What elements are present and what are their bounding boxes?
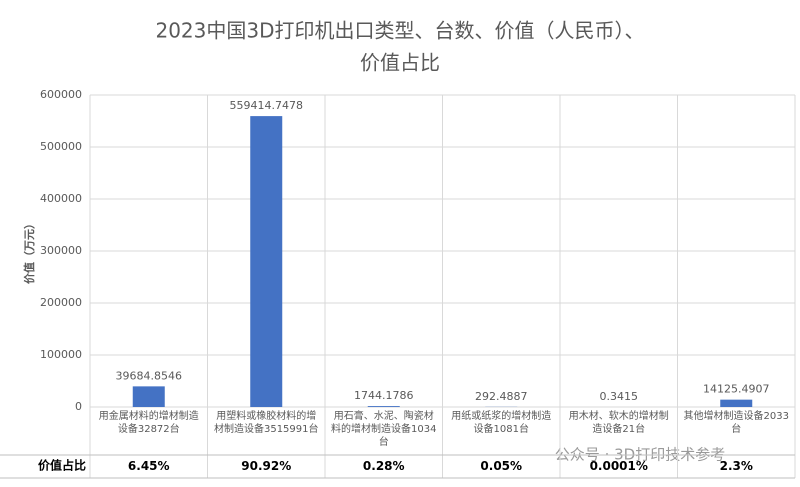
data-label: 1744.1786 xyxy=(354,389,414,402)
share-value: 2.3% xyxy=(719,459,753,473)
data-label: 559414.7478 xyxy=(230,99,303,112)
y-tick-label: 200000 xyxy=(40,296,82,309)
y-tick-label: 400000 xyxy=(40,192,82,205)
x-tick-label: 用塑料或橡胶材料的增材制造设备3515991台 xyxy=(213,411,319,435)
chart-title: 价值占比 xyxy=(360,51,440,75)
share-value: 0.05% xyxy=(480,459,523,473)
y-tick-label: 500000 xyxy=(40,140,82,153)
data-label: 292.4887 xyxy=(475,390,528,403)
bar xyxy=(250,116,283,407)
data-label: 14125.4907 xyxy=(703,383,769,396)
x-tick-label: 用纸或纸浆的增材制造设备1081台 xyxy=(451,411,552,435)
y-tick-label: 100000 xyxy=(40,348,82,361)
x-tick-label: 用金属材料的增材制造设备32872台 xyxy=(98,411,199,435)
y-tick-label: 300000 xyxy=(40,244,82,257)
share-value: 0.28% xyxy=(362,459,405,473)
y-axis-label: 价值（万元） xyxy=(22,218,36,284)
share-label: 价值占比 xyxy=(38,458,86,473)
data-label: 0.3415 xyxy=(600,390,639,403)
share-value: 0.0001% xyxy=(589,459,648,473)
bar xyxy=(367,406,400,407)
x-tick-label: 其他增材制造设备2033台 xyxy=(683,411,789,435)
data-label: 39684.8546 xyxy=(116,369,182,382)
x-tick-label: 用石膏、水泥、陶瓷材料的增材制造设备1034台 xyxy=(331,411,437,448)
chart-title: 2023中国3D打印机出口类型、台数、价值（人民币）、 xyxy=(155,19,644,43)
y-tick-label: 600000 xyxy=(40,88,82,101)
x-tick-label: 用木材、软木的增材制造设备21台 xyxy=(568,411,669,435)
bar xyxy=(720,399,753,407)
bar xyxy=(132,386,165,407)
y-tick-label: 0 xyxy=(75,400,82,413)
share-value: 6.45% xyxy=(127,459,170,473)
share-value: 90.92% xyxy=(241,459,292,473)
